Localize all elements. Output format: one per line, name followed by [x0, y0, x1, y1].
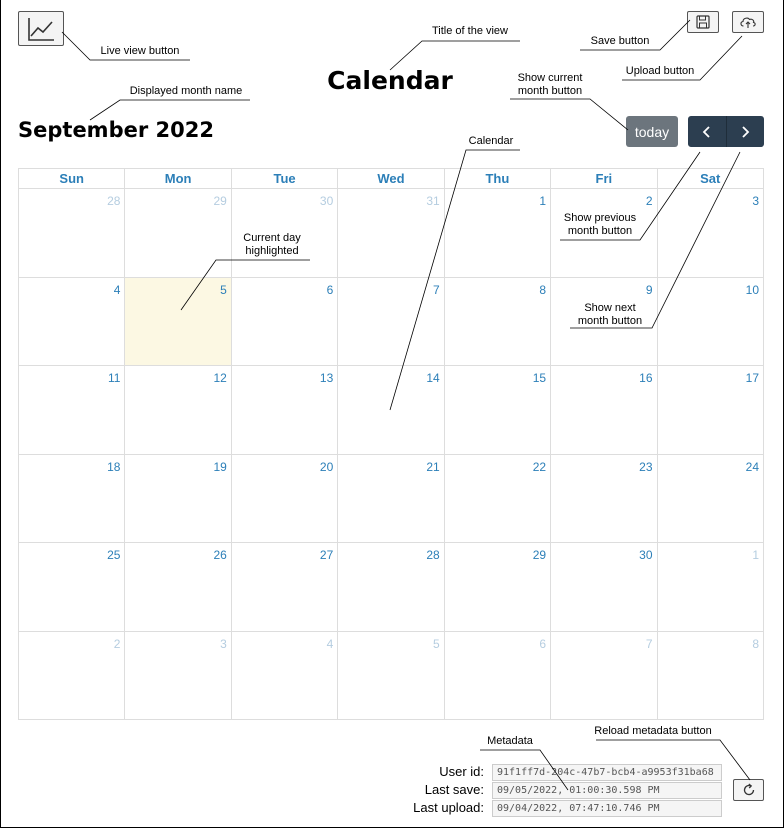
calendar-day-cell[interactable]: 18	[17, 453, 126, 543]
calendar-week-row: 4 5 6 7 8 9 10	[17, 276, 765, 366]
annotation-calendar: Calendar	[468, 135, 514, 147]
annotation-live-view: Live view button	[100, 45, 180, 57]
calendar-day-cell[interactable]: 15	[443, 365, 552, 455]
cloud-upload-icon	[740, 17, 756, 28]
annotation-upload: Upload button	[625, 65, 695, 77]
chevron-left-icon	[702, 125, 710, 138]
calendar-day-cell[interactable]: 26	[124, 542, 232, 632]
calendar-day-cell[interactable]: 27	[230, 542, 339, 632]
calendar-day-cell[interactable]: 4	[230, 630, 339, 720]
last-save-field[interactable]: 09/05/2022, 01:00:30.598 PM	[492, 782, 722, 799]
calendar-day-cell[interactable]: 29	[443, 542, 552, 632]
calendar-day-cell[interactable]: 8	[443, 276, 552, 366]
annotation-show-prev: Show previous month button	[563, 212, 637, 237]
calendar-week-row: 11 12 13 14 15 16 17	[17, 365, 765, 455]
weekday-header: Thu	[443, 168, 552, 189]
calendar-day-cell[interactable]: 16	[550, 365, 658, 455]
user-id-field[interactable]: 91f1ff7d-204c-47b7-bcb4-a9953f31ba68	[492, 764, 722, 781]
metadata-user-id: User id: 91f1ff7d-204c-47b7-bcb4-a9953f3…	[380, 764, 722, 781]
next-month-button[interactable]	[725, 116, 765, 147]
calendar-day-cell[interactable]: 4	[17, 276, 126, 366]
calendar-day-cell[interactable]: 2	[17, 630, 126, 720]
calendar-day-cell[interactable]: 1	[443, 188, 552, 278]
calendar-week-row: 18 19 20 21 22 23 24	[17, 453, 765, 543]
calendar-day-cell[interactable]: 20	[230, 453, 339, 543]
calendar-day-cell[interactable]: 6	[443, 630, 552, 720]
calendar-day-cell[interactable]: 10	[656, 276, 765, 366]
weekday-header: Wed	[337, 168, 445, 189]
refresh-icon	[743, 783, 754, 796]
calendar-day-cell[interactable]: 21	[337, 453, 445, 543]
calendar-day-cell[interactable]: 1	[656, 542, 765, 632]
displayed-month-name: September 2022	[18, 118, 214, 142]
last-upload-label: Last upload:	[413, 800, 484, 815]
annotation-title-view: Title of the view	[431, 25, 508, 37]
calendar-day-cell[interactable]: 12	[124, 365, 232, 455]
previous-month-button[interactable]	[688, 116, 726, 147]
annotation-month-name: Displayed month name	[129, 85, 243, 97]
calendar-day-cell[interactable]: 7	[550, 630, 658, 720]
weekday-header: Tue	[230, 168, 339, 189]
calendar-day-cell[interactable]: 28	[337, 542, 445, 632]
calendar-day-cell[interactable]: 11	[17, 365, 126, 455]
floppy-disk-icon	[696, 15, 710, 29]
month-navigation	[688, 116, 764, 147]
chevron-right-icon	[742, 125, 750, 138]
calendar-day-cell[interactable]: 29	[124, 188, 232, 278]
calendar-day-cell[interactable]: 3	[124, 630, 232, 720]
calendar-day-cell[interactable]: 7	[337, 276, 445, 366]
calendar-day-cell[interactable]: 28	[17, 188, 126, 278]
calendar-day-cell[interactable]: 17	[656, 365, 765, 455]
weekday-header: Fri	[550, 168, 658, 189]
calendar-day-cell[interactable]: 30	[550, 542, 658, 632]
last-upload-field[interactable]: 09/04/2022, 07:47:10.746 PM	[492, 800, 722, 817]
calendar-day-cell[interactable]: 23	[550, 453, 658, 543]
annotation-show-current: Show current month button	[517, 72, 583, 97]
upload-button[interactable]	[732, 11, 764, 33]
show-current-month-button[interactable]: today	[626, 116, 678, 147]
annotation-save: Save button	[590, 35, 650, 47]
weekday-header: Sat	[656, 168, 765, 189]
calendar-day-cell[interactable]: 3	[656, 188, 765, 278]
line-chart-icon	[28, 17, 54, 41]
view-title: Calendar	[327, 66, 453, 95]
calendar-day-cell[interactable]: 24	[656, 453, 765, 543]
metadata-last-upload: Last upload: 09/04/2022, 07:47:10.746 PM	[380, 800, 722, 817]
user-id-label: User id:	[439, 764, 484, 779]
live-view-button[interactable]	[18, 11, 64, 46]
calendar-day-cell[interactable]: 8	[656, 630, 765, 720]
weekday-header: Mon	[124, 168, 232, 189]
calendar-week-row: 28 29 30 31 1 2 3	[17, 188, 765, 278]
calendar-day-cell[interactable]: 31	[337, 188, 445, 278]
reload-metadata-button[interactable]	[733, 779, 764, 801]
weekday-header-row: Sun Mon Tue Wed Thu Fri Sat	[17, 168, 765, 189]
calendar-day-cell[interactable]: 6	[230, 276, 339, 366]
metadata-last-save: Last save: 09/05/2022, 01:00:30.598 PM	[380, 782, 722, 799]
annotation-metadata: Metadata	[487, 735, 533, 747]
annotation-current-day: Current day highlighted	[243, 232, 301, 257]
calendar-day-cell[interactable]: 13	[230, 365, 339, 455]
weekday-header: Sun	[17, 168, 126, 189]
calendar-day-cell[interactable]: 14	[337, 365, 445, 455]
calendar-day-cell[interactable]: 5	[337, 630, 445, 720]
annotation-reload: Reload metadata button	[594, 725, 712, 737]
save-button[interactable]	[687, 11, 719, 33]
calendar-grid: Sun Mon Tue Wed Thu Fri Sat 28 29 30 31 1 2 3 4…	[17, 168, 765, 720]
calendar-day-cell-today[interactable]: 5	[124, 276, 232, 366]
calendar-day-cell[interactable]: 22	[443, 453, 552, 543]
annotation-show-next: Show next month button	[577, 302, 643, 327]
calendar-week-row: 25 26 27 28 29 30 1	[17, 542, 765, 632]
calendar-day-cell[interactable]: 25	[17, 542, 126, 632]
last-save-label: Last save:	[424, 782, 484, 797]
calendar-day-cell[interactable]: 19	[124, 453, 232, 543]
